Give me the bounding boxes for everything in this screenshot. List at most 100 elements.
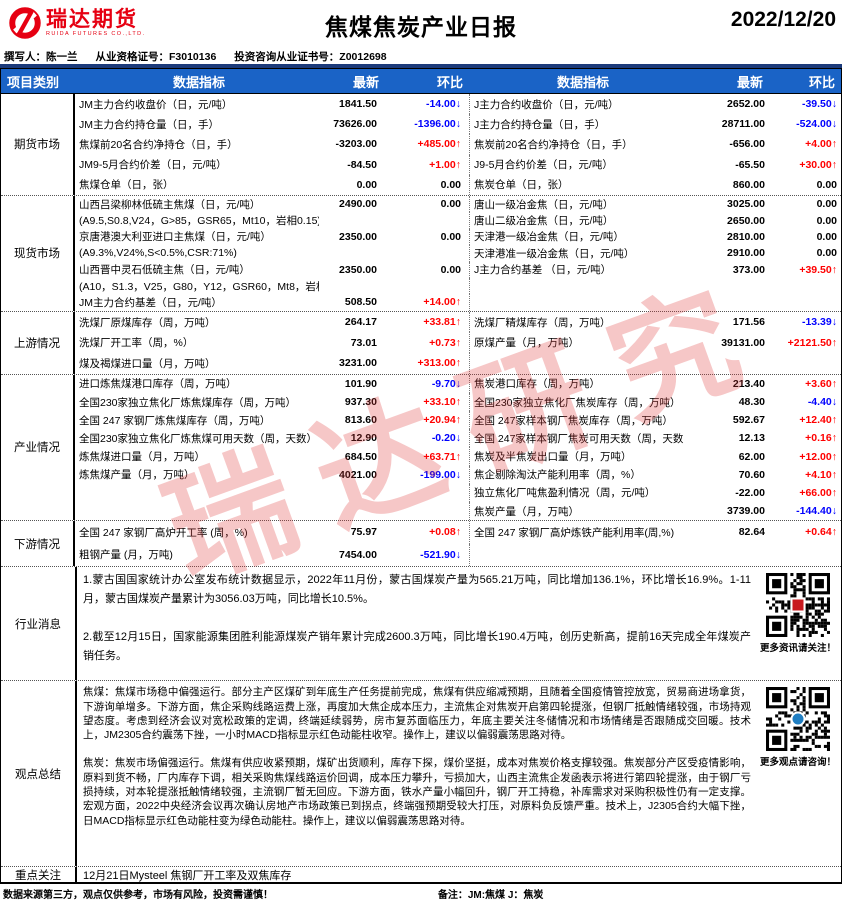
viewpoint-summary-section: 观点总结 焦煤：焦煤市场稳中偏强运行。部分主产区煤矿到年底生产任务提前完成，焦煤… <box>1 681 841 868</box>
category-label: 现货市场 <box>1 195 75 311</box>
industry-news-content: 1.蒙古国国家统计办公室发布统计数据显示，2022年11月份，蒙古国煤炭产量为5… <box>77 567 757 680</box>
latest-value-cell: 12.13 <box>738 432 765 445</box>
change-value-cell: -13.39↓ <box>801 316 837 329</box>
latest-value-cell: 508.50 <box>344 296 377 309</box>
indicator-cell: J9-5月合约价差（日，元/吨） <box>469 154 693 175</box>
indicator-cell: (A9.5,S0.8,V24，G>85，GSR65，Mt10，岩相0.15) <box>79 215 319 228</box>
viewpoint-summary-content: 焦煤：焦煤市场稳中偏强运行。部分主产区煤矿到年底生产任务提前完成，焦煤有供应缩减… <box>77 681 757 866</box>
change-value-cell: +14.00↑ <box>423 296 461 309</box>
category-label: 下游情况 <box>1 521 75 567</box>
change-value-cell: +3.60↑ <box>805 377 837 390</box>
latest-value-cell: 2650.00 <box>727 214 765 227</box>
indicator-cell <box>469 543 693 567</box>
logo-subtext: RUIDA FUTURES CO.,LTD. <box>46 31 146 37</box>
indicator-cell: 粗钢产量 (月，万吨) <box>79 549 173 562</box>
change-value-cell: 0.00 <box>816 178 837 191</box>
column-header-change-right: 环比 <box>808 74 835 90</box>
indicator-cell: 焦炭产量（月，万吨） <box>469 502 693 521</box>
indicator-cell: 焦炭及半焦炭出口量（月，万吨） <box>469 447 693 466</box>
category-label: 期货市场 <box>1 94 75 195</box>
indicator-cell: 焦煤仓单（日，张） <box>79 179 174 192</box>
change-value-cell: +4.00↑ <box>805 138 837 151</box>
paragraph: 焦炭：焦炭市场偏强运行。焦煤有供应收紧预期，煤矿出货顺利，库存下探，煤价坚挺，成… <box>83 757 751 827</box>
latest-value-cell: 592.67 <box>732 414 765 427</box>
change-value-cell: +485.00↑ <box>417 138 462 151</box>
column-header-change-left: 环比 <box>436 74 463 90</box>
indicator-cell: 全国 247家样本钢厂焦炭库存（周，万吨） <box>469 411 693 430</box>
indicator-cell <box>469 353 693 374</box>
change-value-cell: 0.00 <box>440 178 461 191</box>
indicator-cell: 焦企剔除淘汰产能利用率（周，%） <box>469 465 693 484</box>
latest-value-cell: 73.01 <box>350 336 377 349</box>
indicator-cell: 山西晋中灵石低硫主焦（日，元/吨） <box>79 264 250 277</box>
table-section: 期货市场 JM主力合约收盘价（日，元/吨） 1841.50 -14.00↓ J主力合约收… <box>1 94 841 196</box>
latest-value-cell: -22.00 <box>735 486 765 499</box>
news-qr-column: 更多资讯请关注！ <box>757 567 841 680</box>
indicator-cell: 焦煤前20名合约净持仓（日，手） <box>79 138 238 151</box>
latest-value-cell: 48.30 <box>738 396 765 409</box>
table-row: 洗煤厂开工率（周，%） 73.01 +0.73↑ 原煤产量（月，万吨） 39131.00… <box>75 332 841 354</box>
qr-center-badge-blue <box>790 711 806 727</box>
indicator-cell: 全国 247 家钢厂炼焦煤库存（周，万吨） <box>79 414 271 427</box>
table-row: JM主力合约收盘价（日，元/吨） 1841.50 -14.00↓ J主力合约收盘价（日… <box>75 94 841 115</box>
report-table: 项目类别 数据指标 最新 环比 数据指标 最新 环比 期货市场 JM主力合约收盘价… <box>0 68 842 885</box>
table-row: 京唐港澳大利亚进口主焦煤（日，元/吨） 2350.00 0.00 天津港一级冶金焦（日… <box>75 228 841 246</box>
views-qr-column: 更多观点请咨询！ <box>757 681 841 866</box>
latest-value-cell: 62.00 <box>738 450 765 463</box>
change-value-cell: +12.40↑ <box>799 414 837 427</box>
table-row: (A10，S1.3，V25，G80，Y12，GSR60，Mt8，岩相 0.1) <box>75 277 841 295</box>
latest-value-cell: 12.90 <box>350 432 377 445</box>
key-focus-row: 重点关注 12月21日Mysteel 焦钢厂开工率及双焦库存 <box>1 867 841 885</box>
latest-value-cell: 373.00 <box>732 263 765 276</box>
indicator-cell: J主力合约基差 （日，元/吨） <box>469 261 693 278</box>
news-qr-caption: 更多资讯请关注！ <box>759 643 836 655</box>
change-value-cell: 0.00 <box>816 198 837 211</box>
latest-value-cell: 75.97 <box>350 526 377 539</box>
indicator-cell: 焦炭前20名合约净持仓（日，手） <box>469 134 693 155</box>
table-row: JM9-5月合约价差（日，元/吨） -84.50 +1.00↑ J9-5月合约价差（日… <box>75 154 841 175</box>
table-section: 产业情况 进口炼焦煤港口库存（周，万吨） 101.90 -9.70↓ 焦炭港口库存（周，… <box>1 374 841 522</box>
table-row: 山西吕梁柳林低硫主焦煤（日，元/吨） 2490.00 0.00 唐山一级冶金焦（日，元… <box>75 195 841 213</box>
disclaimer-text: 数据来源第三方，观点仅供参考，市场有风险，投资需谨慎！ <box>3 890 273 901</box>
table-row: 焦煤仓单（日，张） 0.00 0.00 焦炭仓单（日，张） 860.00 0.00 <box>75 174 841 195</box>
column-header-category: 项目类别 <box>7 74 60 90</box>
latest-value-cell: 937.30 <box>344 396 377 409</box>
latest-value-cell: 28711.00 <box>721 118 765 131</box>
latest-value-cell: 2350.00 <box>339 230 377 243</box>
change-value-cell: -524.00↓ <box>796 118 837 131</box>
indicator-cell: 全国 247 家钢厂高炉开工率 (周，%) <box>79 526 248 539</box>
category-label: 产业情况 <box>1 374 75 521</box>
table-row: 煤及褐煤进口量（月，万吨） 3231.00 +313.00↑ <box>75 353 841 374</box>
indicator-cell <box>469 277 693 295</box>
table-section: 上游情况 洗煤厂原煤库存（周，万吨） 264.17 +33.81↑ 洗煤厂精煤库存（周，… <box>1 311 841 375</box>
indicator-cell: JM主力合约持仓量（日，手） <box>79 118 219 131</box>
column-header-latest-left: 最新 <box>352 74 379 90</box>
change-value-cell: +33.10↑ <box>423 396 461 409</box>
indicator-cell: 原煤产量（月，万吨） <box>469 332 693 354</box>
category-label-views: 观点总结 <box>1 681 77 867</box>
latest-value-cell: 73626.00 <box>333 118 377 131</box>
indicator-cell: J主力合约收盘价（日，元/吨） <box>469 94 693 115</box>
change-value-cell: +66.00↑ <box>799 486 837 499</box>
latest-value-cell: -84.50 <box>347 158 377 171</box>
table-row: 炼焦煤产量（月，万吨） 4021.00 -199.00↓ 焦企剔除淘汰产能利用率（周，… <box>75 465 841 484</box>
latest-value-cell: 4021.00 <box>339 468 377 481</box>
change-value-cell: 0.00 <box>816 230 837 243</box>
change-value-cell: +39.50↑ <box>799 263 837 276</box>
latest-value-cell: 39131.00 <box>721 336 765 349</box>
change-value-cell: -39.50↓ <box>801 98 837 111</box>
footer-note: 备注：JM:焦煤 J：焦炭 <box>437 890 544 901</box>
latest-value-cell: 1841.50 <box>339 98 377 111</box>
section-rows: JM主力合约收盘价（日，元/吨） 1841.50 -14.00↓ J主力合约收盘价（日… <box>75 94 841 195</box>
table-row: 进口炼焦煤港口库存（周，万吨） 101.90 -9.70↓ 焦炭港口库存（周，万吨） 2… <box>75 374 841 393</box>
indicator-cell: 炼焦煤进口量（月，万吨） <box>79 451 205 464</box>
indicator-cell: (A9.3%,V24%,S<0.5%,CSR:71%) <box>79 247 237 260</box>
table-row: 全国230家独立焦化厂炼焦煤可用天数（周，天数） 12.90 -0.20↓ 全国 24… <box>75 429 841 448</box>
qualification-no: 从业资格证号：F3010136 <box>95 51 217 63</box>
indicator-cell: JM主力合约收盘价（日，元/吨） <box>79 98 233 111</box>
latest-value-cell: 3025.00 <box>727 198 765 211</box>
table-row: 焦煤前20名合约净持仓（日，手） -3203.00 +485.00↑ 焦炭前20名合约… <box>75 134 841 155</box>
advisory-no: 投资咨询从业证书号：Z0012698 <box>234 51 387 63</box>
report-date: 2022/12/20 <box>730 8 836 31</box>
